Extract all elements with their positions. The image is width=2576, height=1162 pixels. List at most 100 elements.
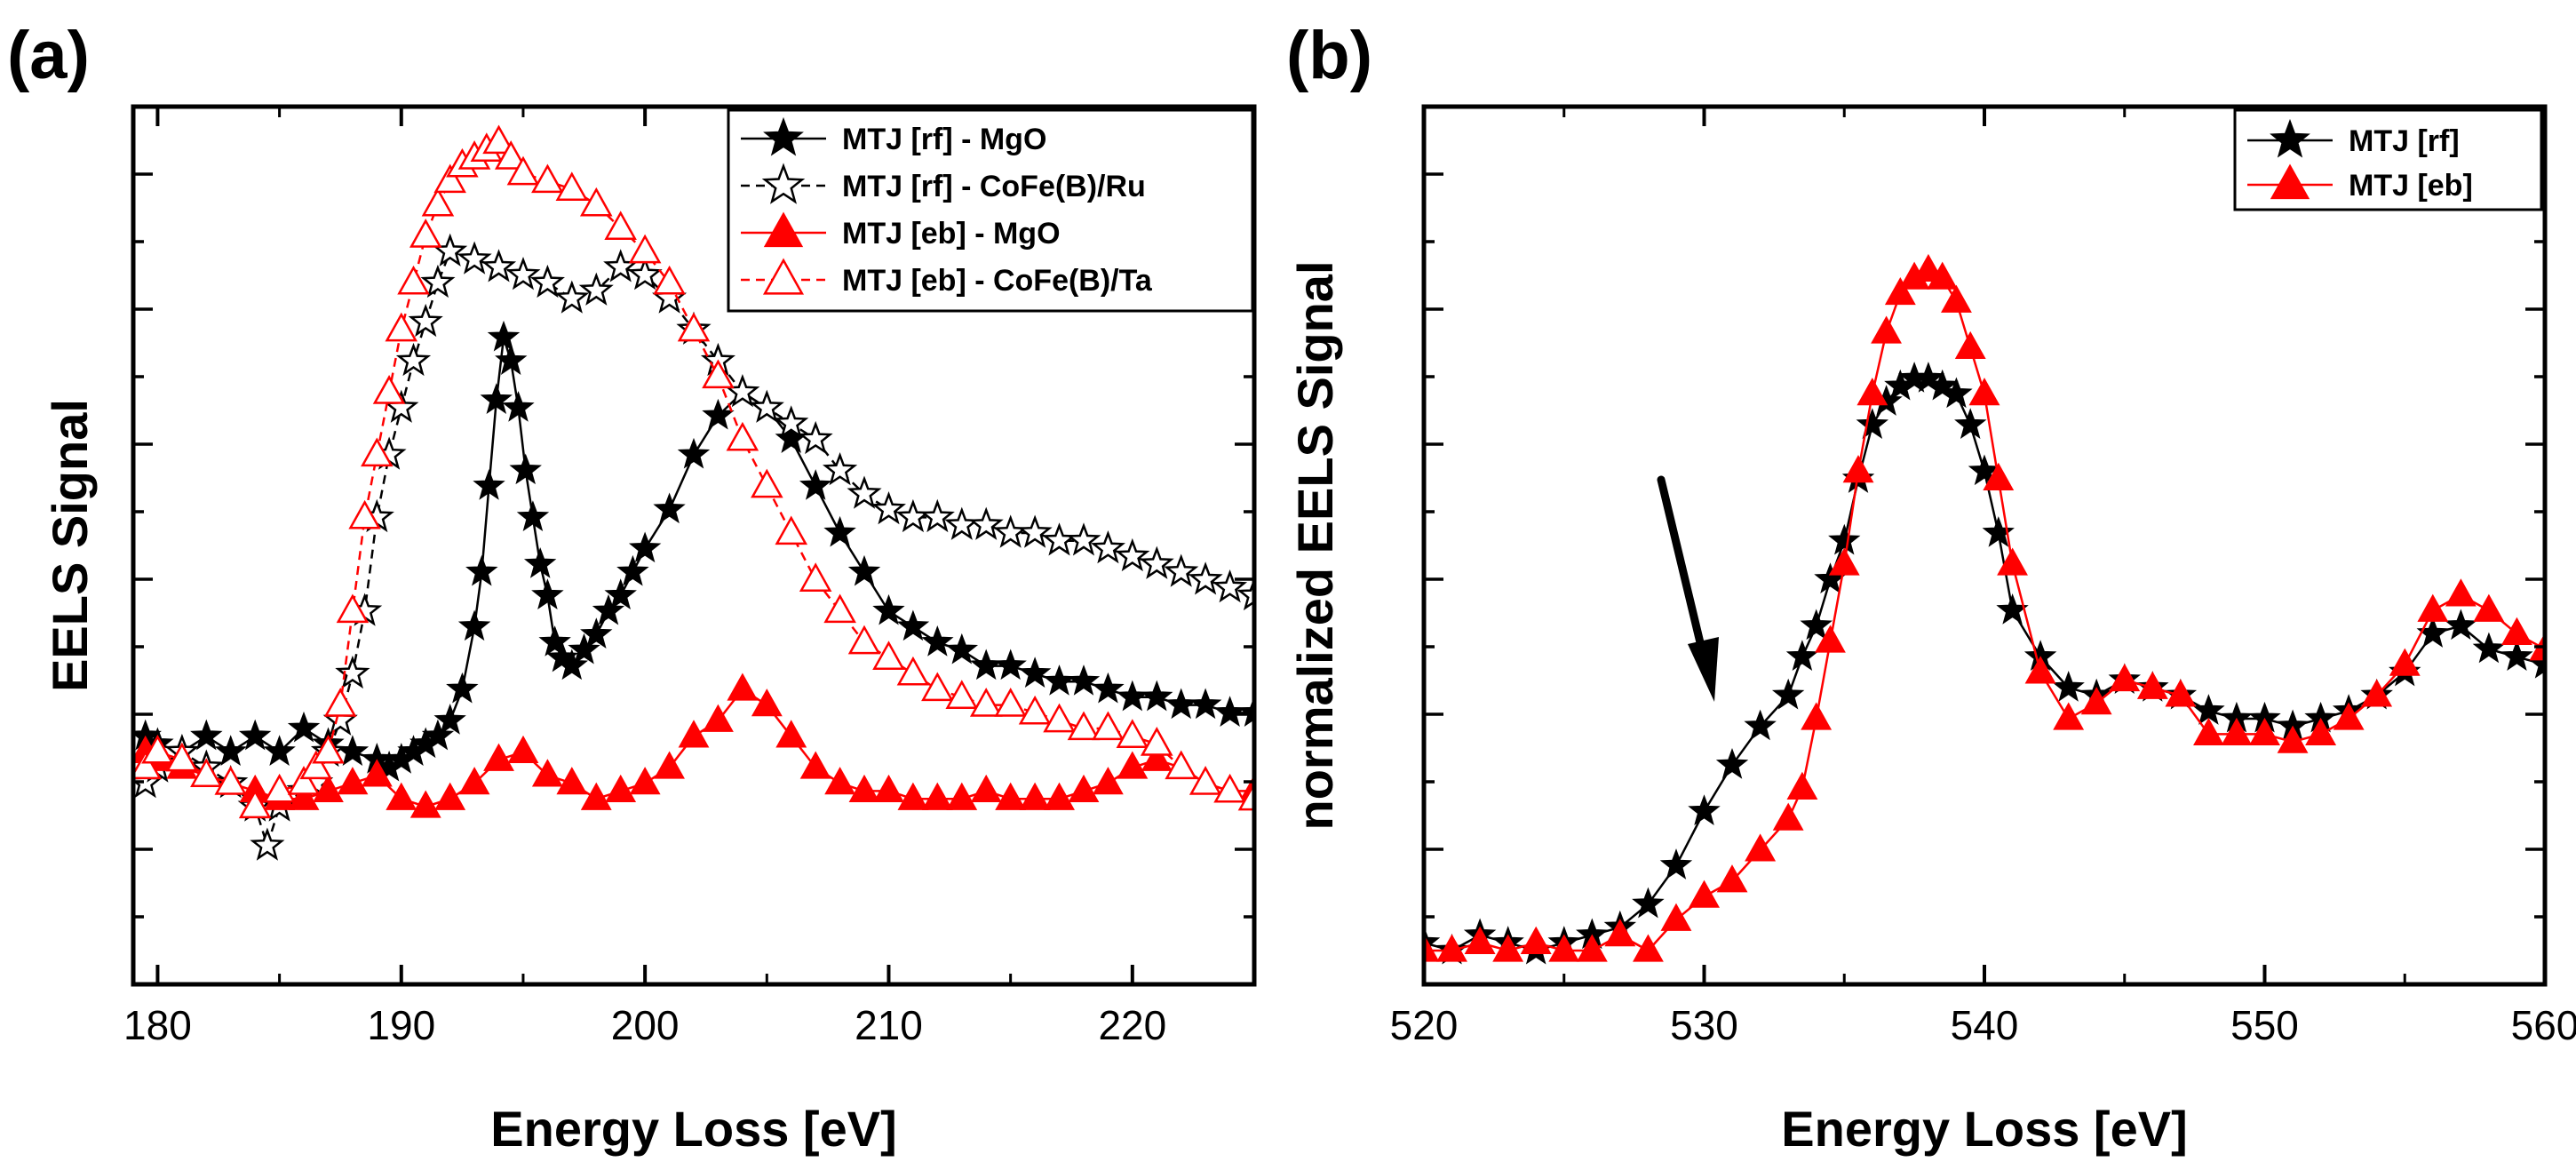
x-tick-label: 220 xyxy=(1098,1002,1166,1048)
data-point xyxy=(1771,678,1805,710)
data-point xyxy=(1164,553,1199,587)
data-point xyxy=(263,773,296,803)
data-point xyxy=(1828,547,1860,576)
data-point xyxy=(1828,523,1861,555)
data-point xyxy=(897,782,929,810)
series-1 xyxy=(133,233,1254,861)
data-point xyxy=(409,790,441,818)
data-point xyxy=(2305,717,2337,746)
data-point xyxy=(896,656,930,686)
legend-label: MTJ [rf] - CoFe(B)/Ru xyxy=(842,170,1146,203)
data-point xyxy=(2109,663,2141,692)
data-point xyxy=(774,405,809,439)
panel-b-plot-area xyxy=(1424,253,2545,965)
data-point xyxy=(1464,926,1496,954)
data-point xyxy=(433,233,468,267)
data-point xyxy=(190,719,223,751)
data-point xyxy=(1659,848,1693,879)
data-point xyxy=(1856,378,1888,406)
series-3 xyxy=(133,124,1254,819)
data-point xyxy=(847,475,882,509)
data-point xyxy=(2249,717,2280,746)
panel-b-arrow-annotation xyxy=(1657,475,1719,702)
data-point xyxy=(1842,455,1874,483)
data-point xyxy=(749,389,784,423)
data-point xyxy=(1141,680,1173,712)
data-point xyxy=(653,492,686,524)
data-point xyxy=(1926,369,1959,401)
data-point xyxy=(969,688,1003,717)
data-point xyxy=(165,742,199,772)
legend-marker xyxy=(2270,118,2310,158)
data-point xyxy=(604,578,637,609)
data-point xyxy=(579,187,613,217)
data-point xyxy=(2473,593,2505,622)
data-point xyxy=(1043,665,1076,696)
panel-b-legend: MTJ [rf] MTJ [eb] xyxy=(2233,108,2543,211)
data-point xyxy=(919,498,955,533)
legend-marker xyxy=(761,163,806,204)
data-point xyxy=(516,500,550,531)
data-point xyxy=(2192,694,2225,725)
data-point xyxy=(1604,919,1636,947)
legend-marker xyxy=(763,116,804,156)
data-point xyxy=(1018,695,1052,725)
data-point xyxy=(1940,377,1973,409)
data-point xyxy=(944,506,980,540)
data-point xyxy=(578,272,614,306)
data-point xyxy=(1092,711,1125,741)
data-point xyxy=(1785,640,1819,671)
data-point xyxy=(1997,547,2028,576)
data-point xyxy=(1067,665,1101,696)
data-point xyxy=(1801,702,1833,730)
legend-entry: MTJ [eb] xyxy=(2247,163,2473,203)
data-point xyxy=(263,735,296,766)
data-point xyxy=(592,593,625,625)
data-point xyxy=(751,688,783,717)
data-point xyxy=(1092,767,1124,795)
data-point xyxy=(494,140,528,170)
data-point xyxy=(605,774,637,803)
data-point xyxy=(1117,751,1149,779)
data-point xyxy=(507,735,539,764)
data-point xyxy=(531,163,564,194)
series-1 xyxy=(1424,253,2545,962)
panel-a-y-axis-title: EELS Signal xyxy=(42,399,98,692)
legend-label: MTJ [rf] xyxy=(2349,124,2460,158)
legend-label: MTJ [eb] - MgO xyxy=(842,217,1061,251)
data-point xyxy=(799,469,832,500)
data-point xyxy=(823,593,856,624)
data-point xyxy=(2136,671,2168,699)
data-point xyxy=(421,719,455,751)
series-0 xyxy=(133,320,1254,782)
data-point xyxy=(1188,561,1223,595)
data-point xyxy=(847,554,881,586)
data-point xyxy=(1066,522,1101,556)
data-point xyxy=(798,420,833,455)
data-point xyxy=(604,211,637,240)
data-point xyxy=(568,633,600,665)
data-point xyxy=(703,704,734,732)
data-point xyxy=(871,491,906,525)
data-point xyxy=(1436,934,1467,962)
data-point xyxy=(1548,934,1580,962)
data-point xyxy=(1017,514,1053,548)
legend-entry: MTJ [eb] - MgO xyxy=(741,211,1061,251)
data-point xyxy=(1954,408,1987,439)
data-point xyxy=(323,688,357,717)
x-tick-label: 210 xyxy=(855,1002,923,1048)
data-point xyxy=(2416,617,2450,648)
data-point xyxy=(495,344,528,375)
data-point xyxy=(1715,748,1749,779)
data-point xyxy=(1884,276,1916,306)
data-point xyxy=(434,782,466,810)
data-point xyxy=(433,704,466,735)
data-point xyxy=(531,578,564,609)
data-point xyxy=(1954,330,1986,360)
data-point xyxy=(1141,743,1173,771)
data-point xyxy=(1871,315,1902,344)
data-point xyxy=(1213,696,1246,727)
data-point xyxy=(678,720,710,748)
data-point xyxy=(872,641,905,670)
data-point xyxy=(483,743,514,771)
